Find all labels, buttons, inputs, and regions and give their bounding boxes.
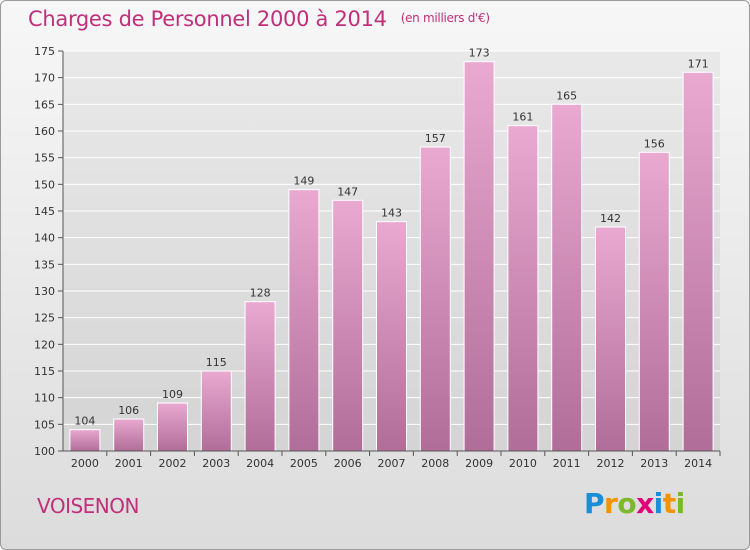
bar-value-label: 171	[688, 57, 709, 70]
bar	[551, 103, 583, 452]
bar	[113, 418, 145, 452]
x-tick-label: 2000	[71, 457, 99, 470]
y-tick-label: 170	[34, 72, 55, 85]
y-tick-label: 100	[34, 445, 55, 458]
y-tick-label: 135	[34, 258, 55, 271]
y-tick-label: 115	[34, 365, 55, 378]
y-tick-label: 150	[34, 178, 55, 191]
y-tick-label: 160	[34, 125, 55, 138]
bar	[200, 370, 232, 452]
bar-value-label: 147	[337, 185, 358, 198]
x-tick-label: 2008	[421, 457, 449, 470]
x-tick-label: 2010	[509, 457, 537, 470]
x-tick-label: 2013	[640, 457, 668, 470]
y-tick-label: 125	[34, 312, 55, 325]
y-tick-label: 175	[34, 45, 55, 58]
x-tick-label: 2002	[159, 457, 187, 470]
x-tick-label: 2005	[290, 457, 318, 470]
y-tick-label: 120	[34, 338, 55, 351]
chart-subtitle: (en milliers d'€)	[400, 11, 490, 25]
x-tick-label: 2012	[597, 457, 625, 470]
bar-value-label: 157	[425, 132, 446, 145]
y-tick-label: 140	[34, 232, 55, 245]
bar-value-label: 173	[469, 47, 490, 60]
x-tick-label: 2006	[334, 457, 362, 470]
y-tick-label: 110	[34, 392, 55, 405]
bar-value-label: 109	[162, 388, 183, 401]
x-axis: 2000 2001 2002 2003 2004 2005 2006 2007 2008 2009…	[63, 450, 721, 470]
chart-title: Charges de Personnel 2000 à 2014 (en mill…	[28, 7, 490, 31]
y-tick-label: 165	[34, 98, 55, 111]
bar	[332, 199, 364, 452]
bar	[638, 151, 670, 452]
x-tick-label: 2007	[378, 457, 406, 470]
bar	[463, 61, 495, 452]
bar	[682, 71, 714, 452]
bar	[376, 221, 407, 452]
x-tick-label: 2011	[553, 457, 581, 470]
bar-value-label: 115	[206, 356, 227, 369]
bar-value-label: 165	[556, 89, 577, 102]
bar-value-label: 128	[250, 287, 271, 300]
bar-value-label: 143	[381, 207, 402, 220]
bar	[244, 301, 276, 452]
bar-value-label: 149	[293, 175, 314, 188]
x-tick-label: 2001	[115, 457, 143, 470]
bar	[157, 402, 188, 452]
bar-value-label: 104	[74, 415, 95, 428]
y-tick-label: 155	[34, 152, 55, 165]
x-tick-label: 2003	[202, 457, 230, 470]
y-axis: 100 105 110 115 120 125 130 135 140 145 150 155 160 1…	[34, 45, 64, 458]
y-tick-label: 130	[34, 285, 55, 298]
bar	[288, 189, 320, 452]
bar-value-label: 142	[600, 212, 621, 225]
bar	[507, 125, 539, 452]
x-tick-label: 2004	[246, 457, 274, 470]
proxiti-logo[interactable]: Proxiti	[584, 487, 685, 520]
bar	[419, 146, 451, 452]
commune-name: VOISENON	[37, 494, 139, 518]
bar	[69, 429, 101, 452]
bar-value-label: 106	[118, 404, 139, 417]
y-tick-label: 145	[34, 205, 55, 218]
x-tick-label: 2009	[465, 457, 493, 470]
data-labels: 104 106 109 115 128 149 147 143 157 173 161 165 142 1…	[74, 47, 708, 428]
bars	[69, 61, 714, 452]
bar-value-label: 156	[644, 137, 665, 150]
x-tick-label: 2014	[684, 457, 712, 470]
y-tick-label: 105	[34, 418, 55, 431]
bar	[595, 226, 626, 452]
chart-title-text: Charges de Personnel 2000 à 2014	[28, 7, 387, 31]
bar-value-label: 161	[512, 111, 533, 124]
